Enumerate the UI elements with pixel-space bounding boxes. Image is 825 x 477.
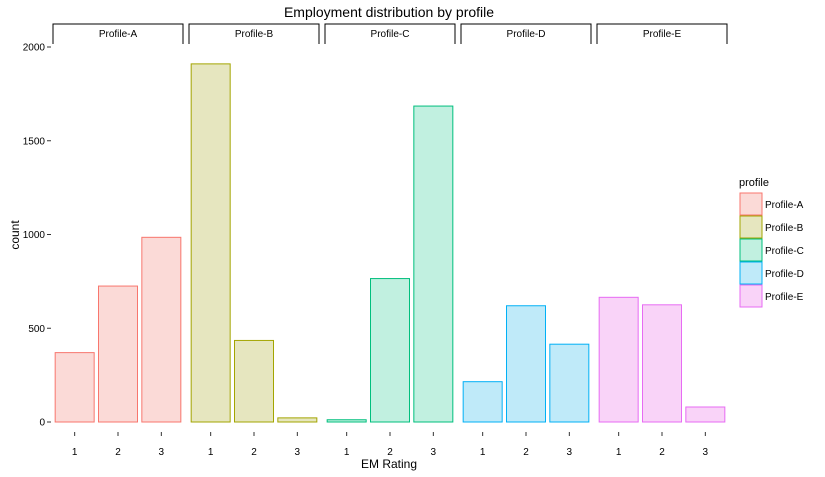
x-tick-label: 2 bbox=[523, 447, 529, 458]
bar bbox=[598, 296, 639, 423]
facet-strip-label: Profile-E bbox=[643, 29, 682, 40]
legend-label: Profile-C bbox=[765, 246, 804, 257]
facet-strip-border bbox=[460, 23, 592, 44]
bar bbox=[54, 352, 95, 423]
y-axis-title: count bbox=[8, 220, 22, 250]
legend-label: Profile-A bbox=[765, 200, 804, 211]
x-tick-label: 3 bbox=[159, 447, 165, 458]
legend-item: Profile-D bbox=[739, 261, 804, 285]
y-tick-label: 0 bbox=[39, 418, 45, 429]
bar bbox=[141, 236, 182, 423]
facet-panel: Profile-D 1 2 3 bbox=[460, 23, 592, 458]
facet-panel: Profile-C 1 2 3 bbox=[324, 23, 456, 458]
bar bbox=[642, 304, 682, 423]
facet-strip-label: Profile-A bbox=[99, 29, 138, 40]
y-tick-label: 2000 bbox=[23, 43, 46, 54]
facet-strip-border bbox=[188, 23, 320, 44]
legend-label: Profile-B bbox=[765, 223, 804, 234]
bar bbox=[370, 278, 410, 423]
legend-swatch bbox=[739, 215, 763, 239]
bar bbox=[326, 419, 367, 423]
facet-strip-label: Profile-D bbox=[507, 29, 546, 40]
bar bbox=[685, 406, 726, 423]
x-tick-label: 2 bbox=[659, 447, 665, 458]
facet-strip-label: Profile-C bbox=[371, 29, 410, 40]
facet-panel: Profile-A 1 2 3 bbox=[52, 23, 184, 458]
bar bbox=[462, 381, 503, 423]
y-tick-label: 1000 bbox=[23, 230, 46, 241]
bar bbox=[413, 105, 454, 423]
chart-title: Employment distribution by profile bbox=[284, 4, 494, 20]
legend-label: Profile-D bbox=[765, 269, 804, 280]
legend: profile Profile-A Profile-B Profile-C Profi… bbox=[739, 177, 804, 308]
legend-swatch bbox=[739, 261, 763, 285]
facet-panel: Profile-E 1 2 3 bbox=[596, 23, 728, 458]
legend-swatch bbox=[739, 238, 763, 262]
x-tick-label: 1 bbox=[616, 447, 622, 458]
legend-item: Profile-E bbox=[739, 284, 804, 308]
facet-strip-border bbox=[324, 23, 456, 44]
legend-item: Profile-B bbox=[739, 215, 804, 239]
y-tick-label: 1500 bbox=[23, 136, 46, 147]
bar bbox=[98, 285, 138, 423]
legend-swatch bbox=[739, 284, 763, 308]
x-tick-label: 1 bbox=[344, 447, 350, 458]
x-tick-label: 1 bbox=[72, 447, 78, 458]
legend-swatch bbox=[739, 192, 763, 216]
bar bbox=[549, 343, 590, 423]
x-axis-title: EM Rating bbox=[361, 457, 417, 471]
x-tick-label: 3 bbox=[567, 447, 573, 458]
facet-panel: Profile-B 1 2 3 bbox=[188, 23, 320, 458]
bar bbox=[190, 63, 231, 423]
bar bbox=[277, 417, 318, 423]
legend-item: Profile-A bbox=[739, 192, 804, 216]
facet-strip-border bbox=[596, 23, 728, 44]
x-tick-label: 3 bbox=[431, 447, 437, 458]
bar bbox=[234, 339, 274, 423]
facet-strip-label: Profile-B bbox=[235, 29, 274, 40]
x-tick-label: 3 bbox=[703, 447, 709, 458]
legend-label: Profile-E bbox=[765, 292, 804, 303]
legend-item: Profile-C bbox=[739, 238, 804, 262]
x-tick-label: 2 bbox=[251, 447, 257, 458]
bar bbox=[506, 305, 546, 423]
y-axis: 0 500 1000 1500 2000 bbox=[23, 43, 51, 429]
facet-strip-border bbox=[52, 23, 184, 44]
legend-title: profile bbox=[739, 177, 769, 189]
x-tick-label: 1 bbox=[208, 447, 214, 458]
y-tick-label: 500 bbox=[28, 324, 45, 335]
x-tick-label: 3 bbox=[295, 447, 301, 458]
x-tick-label: 2 bbox=[115, 447, 121, 458]
x-tick-label: 2 bbox=[387, 447, 393, 458]
x-tick-label: 1 bbox=[480, 447, 486, 458]
